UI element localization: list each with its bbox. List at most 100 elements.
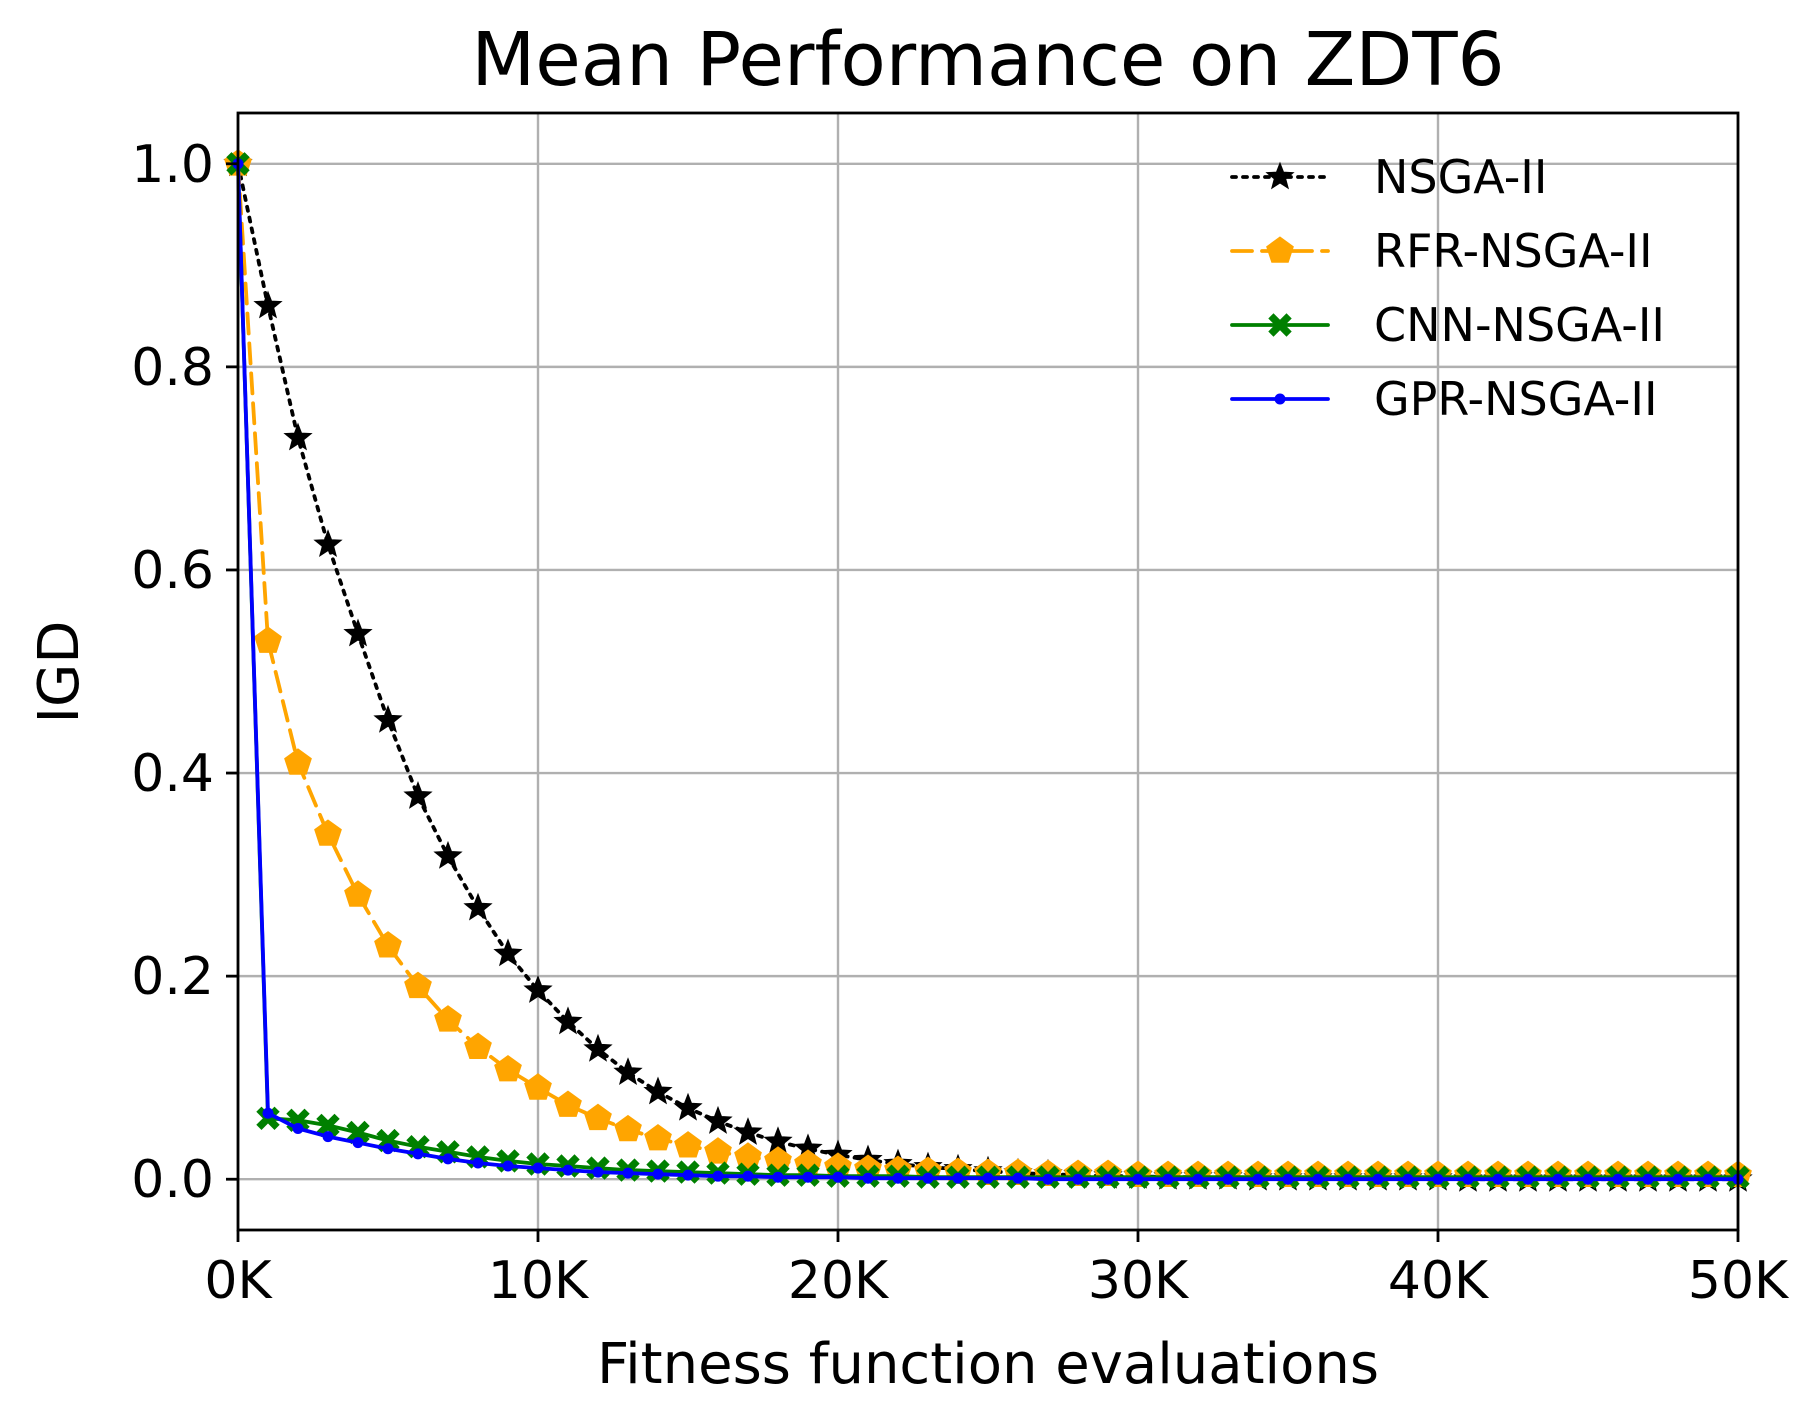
data-point-gpr-nsga-ii xyxy=(772,1171,784,1183)
data-point-gpr-nsga-ii xyxy=(802,1171,814,1183)
legend-label-nsga-ii: NSGA-II xyxy=(1374,150,1547,204)
data-point-gpr-nsga-ii xyxy=(982,1172,994,1184)
data-point-gpr-nsga-ii xyxy=(1642,1173,1654,1185)
legend-label-rfr-nsga-ii: RFR-NSGA-II xyxy=(1374,224,1653,278)
data-point-nsga-ii xyxy=(673,1092,703,1121)
data-point-rfr-nsga-ii xyxy=(314,819,342,846)
data-point-nsga-ii xyxy=(283,422,313,451)
data-point-rfr-nsga-ii xyxy=(434,1005,462,1032)
legend: NSGA-II RFR-NSGA-II CNN-NSGA-II GPR-NSGA-II xyxy=(1230,150,1665,426)
data-point-gpr-nsga-ii xyxy=(712,1170,724,1182)
data-point-nsga-ii xyxy=(403,781,433,809)
data-point-gpr-nsga-ii xyxy=(1252,1173,1264,1185)
plot-frame xyxy=(236,111,1740,1232)
legend-label-gpr-nsga-ii: GPR-NSGA-II xyxy=(1374,372,1658,426)
data-point-rfr-nsga-ii xyxy=(584,1103,612,1131)
y-tick-label: 0.0 xyxy=(131,1150,214,1210)
data-point-gpr-nsga-ii xyxy=(1072,1173,1084,1185)
data-point-rfr-nsga-ii xyxy=(704,1137,732,1164)
data-point-gpr-nsga-ii xyxy=(652,1168,664,1180)
data-point-rfr-nsga-ii xyxy=(494,1054,522,1082)
data-point-nsga-ii xyxy=(613,1057,643,1086)
data-point-gpr-nsga-ii xyxy=(1342,1173,1354,1185)
data-point-gpr-nsga-ii xyxy=(1432,1173,1444,1185)
data-point-rfr-nsga-ii xyxy=(674,1131,702,1158)
data-point-gpr-nsga-ii xyxy=(262,1107,274,1119)
data-point-gpr-nsga-ii xyxy=(442,1153,454,1165)
legend-marker-cnn-nsga-ii xyxy=(1268,313,1292,337)
data-point-gpr-nsga-ii xyxy=(1702,1173,1714,1185)
x-tick-label: 30K xyxy=(1088,1251,1190,1311)
legend-marker-gpr-nsga-ii xyxy=(1274,393,1286,405)
data-point-rfr-nsga-ii xyxy=(554,1090,582,1117)
data-point-gpr-nsga-ii xyxy=(292,1122,304,1134)
data-point-rfr-nsga-ii xyxy=(464,1032,492,1059)
y-tick-label: 0.4 xyxy=(131,744,214,804)
x-tick-label: 20K xyxy=(788,1251,890,1311)
y-tick-label: 1.0 xyxy=(131,135,214,195)
data-point-gpr-nsga-ii xyxy=(562,1164,574,1176)
x-tick-label: 40K xyxy=(1388,1251,1490,1311)
tick-layer: 0K 10K 20K 30K 40K 50K 0.0 0.2 0.4 0.6 0.8 1.0 xyxy=(131,135,1790,1311)
data-point-nsga-ii xyxy=(463,892,493,921)
data-point-gpr-nsga-ii xyxy=(1222,1173,1234,1185)
data-point-nsga-ii xyxy=(433,840,463,869)
data-point-gpr-nsga-ii xyxy=(1582,1173,1594,1185)
y-tick-label: 0.8 xyxy=(131,338,214,398)
y-tick-label: 0.6 xyxy=(131,541,214,601)
data-point-gpr-nsga-ii xyxy=(1282,1173,1294,1185)
data-point-gpr-nsga-ii xyxy=(1012,1172,1024,1184)
data-point-nsga-ii xyxy=(493,938,523,967)
data-point-nsga-ii xyxy=(643,1076,673,1105)
data-point-gpr-nsga-ii xyxy=(352,1137,364,1149)
data-point-gpr-nsga-ii xyxy=(862,1172,874,1184)
data-point-gpr-nsga-ii xyxy=(1672,1173,1684,1185)
data-point-nsga-ii xyxy=(523,975,553,1003)
data-point-nsga-ii xyxy=(343,618,373,647)
data-point-gpr-nsga-ii xyxy=(1162,1173,1174,1185)
data-point-gpr-nsga-ii xyxy=(1312,1173,1324,1185)
data-point-gpr-nsga-ii xyxy=(832,1171,844,1183)
x-tick-label: 10K xyxy=(488,1251,590,1311)
data-point-nsga-ii xyxy=(703,1105,733,1134)
data-point-rfr-nsga-ii xyxy=(404,971,432,999)
data-point-gpr-nsga-ii xyxy=(1372,1173,1384,1185)
legend-item-nsga-ii: NSGA-II xyxy=(1230,150,1547,204)
data-point-gpr-nsga-ii xyxy=(472,1157,484,1169)
data-point-gpr-nsga-ii xyxy=(412,1148,424,1160)
chart-title: Mean Performance on ZDT6 xyxy=(471,17,1504,103)
y-axis-label: IGD xyxy=(27,620,92,723)
data-point-rfr-nsga-ii xyxy=(614,1114,642,1142)
data-point-gpr-nsga-ii xyxy=(1522,1173,1534,1185)
data-point-cnn-nsga-ii xyxy=(316,1113,340,1138)
data-point-gpr-nsga-ii xyxy=(1462,1173,1474,1185)
data-point-gpr-nsga-ii xyxy=(382,1143,394,1155)
legend-item-cnn-nsga-ii: CNN-NSGA-II xyxy=(1230,298,1665,352)
legend-marker-nsga-ii xyxy=(1265,161,1295,190)
data-point-rfr-nsga-ii xyxy=(644,1123,672,1151)
data-point-rfr-nsga-ii xyxy=(524,1073,552,1100)
series-gpr-nsga-ii xyxy=(232,158,1744,1185)
data-point-gpr-nsga-ii xyxy=(1612,1173,1624,1185)
y-tick-label: 0.2 xyxy=(131,947,214,1007)
legend-item-rfr-nsga-ii: RFR-NSGA-II xyxy=(1230,224,1653,278)
data-point-nsga-ii xyxy=(313,529,343,558)
data-point-gpr-nsga-ii xyxy=(502,1160,514,1172)
data-point-gpr-nsga-ii xyxy=(1102,1173,1114,1185)
data-point-cnn-nsga-ii xyxy=(346,1120,370,1145)
data-point-nsga-ii xyxy=(583,1033,613,1062)
series-layer xyxy=(223,148,1753,1192)
data-point-gpr-nsga-ii xyxy=(1042,1173,1054,1185)
data-point-gpr-nsga-ii xyxy=(952,1172,964,1184)
data-point-nsga-ii xyxy=(253,290,283,319)
legend-item-gpr-nsga-ii: GPR-NSGA-II xyxy=(1230,372,1658,426)
data-point-gpr-nsga-ii xyxy=(592,1166,604,1178)
data-point-gpr-nsga-ii xyxy=(682,1169,694,1181)
x-tick-label: 0K xyxy=(204,1251,273,1311)
data-point-nsga-ii xyxy=(733,1117,763,1145)
data-point-gpr-nsga-ii xyxy=(892,1172,904,1184)
x-tick-label: 50K xyxy=(1688,1251,1790,1311)
data-point-rfr-nsga-ii xyxy=(374,931,402,958)
